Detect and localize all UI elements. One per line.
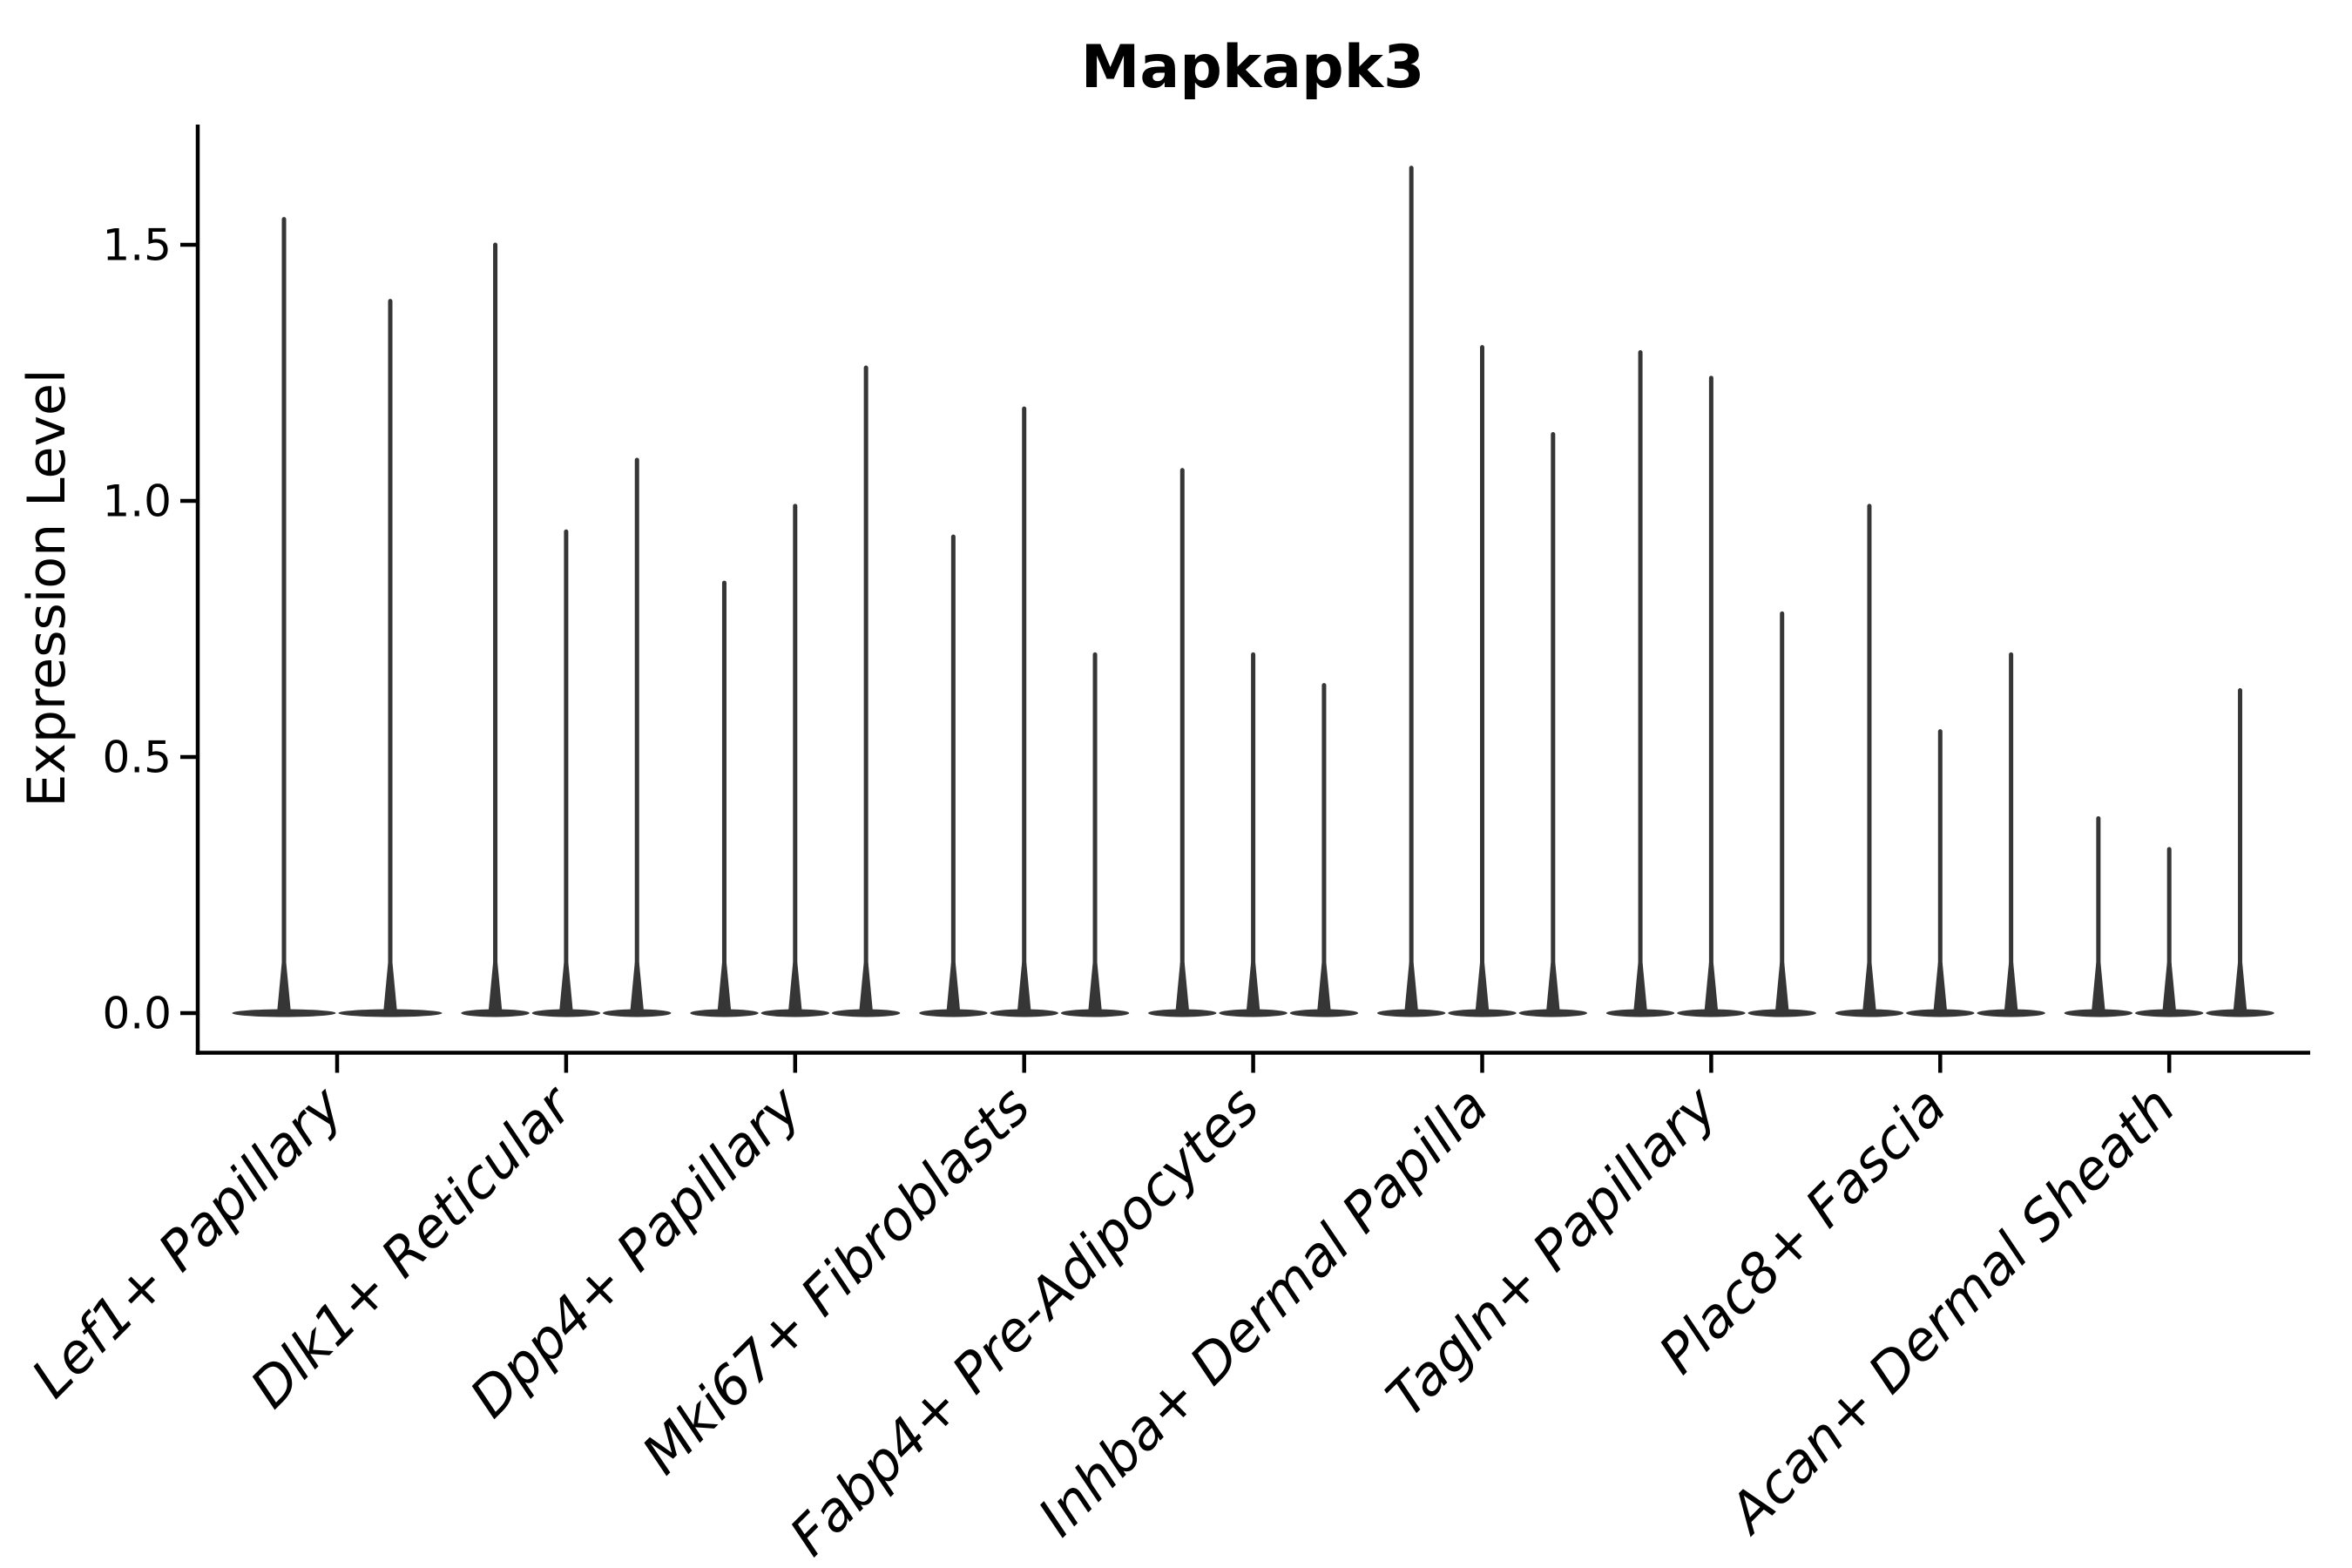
violin	[2206, 688, 2274, 1017]
violin	[690, 580, 759, 1017]
axis-spines	[195, 125, 2310, 1055]
plot-title: Mapkapk3	[1081, 33, 1425, 102]
y-axis-ticks: 0.0 0.5 1.0 1.5	[102, 220, 198, 1039]
violin	[831, 365, 901, 1017]
y-tick-label: 1.0	[102, 476, 172, 527]
violin	[1906, 729, 1975, 1017]
x-category-label: Acan+ Dermal Sheath	[1714, 1074, 2187, 1547]
violin	[232, 217, 336, 1017]
violin	[603, 457, 672, 1017]
violin	[1835, 504, 1904, 1017]
violin	[1448, 345, 1517, 1017]
violin	[1289, 683, 1359, 1017]
violins-layer	[232, 166, 2274, 1017]
y-tick-label: 0.5	[102, 733, 172, 783]
violin	[919, 534, 988, 1017]
violin	[1148, 468, 1217, 1017]
violin	[2064, 816, 2133, 1017]
violin	[1219, 652, 1288, 1017]
y-tick-label: 1.5	[102, 220, 172, 271]
y-tick-label: 0.0	[102, 989, 172, 1039]
x-category-label: Inhba+ Dermal Papilla	[1026, 1074, 1500, 1548]
y-axis-label: Expression Level	[17, 368, 78, 807]
violin	[1060, 652, 1130, 1017]
violin	[1377, 166, 1446, 1017]
violin	[461, 242, 530, 1017]
violin	[990, 406, 1058, 1017]
violin	[1677, 375, 1746, 1017]
violin	[531, 529, 601, 1017]
x-category-label: Fabp4+ Pre-Adipocytes	[777, 1074, 1271, 1568]
violin	[2135, 847, 2204, 1017]
violin	[1747, 611, 1816, 1017]
violin	[1605, 349, 1675, 1017]
x-category-label: Mki67+ Fibroblasts	[630, 1074, 1042, 1486]
violin	[1518, 432, 1588, 1017]
violin	[1977, 652, 2045, 1017]
violin	[760, 504, 829, 1017]
x-axis-ticks	[335, 1054, 2172, 1073]
violin	[338, 299, 443, 1017]
